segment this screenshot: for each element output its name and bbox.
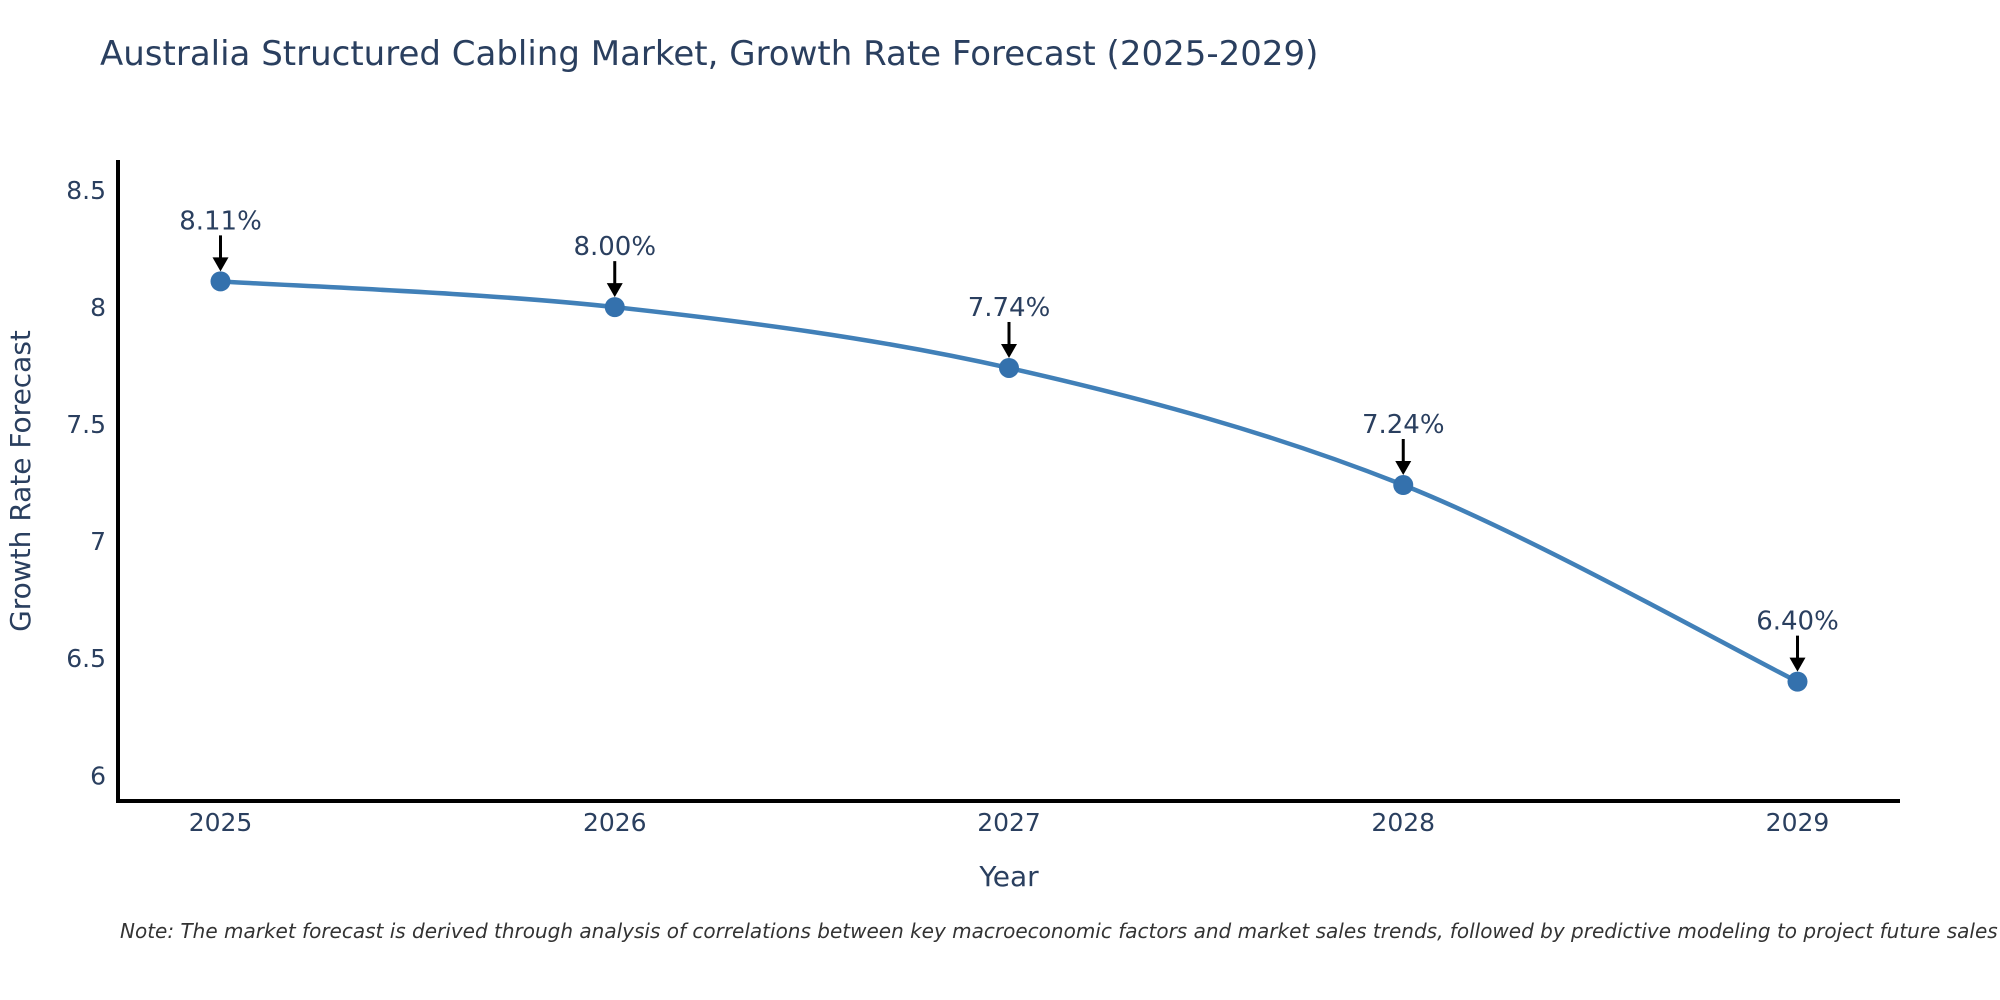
y-tick-label: 6.5 xyxy=(66,644,106,673)
point-annotation: 6.40% xyxy=(1756,607,1839,672)
x-tick-label: 2025 xyxy=(189,808,253,837)
y-tick-label: 7 xyxy=(90,527,106,556)
annotation-arrow-icon xyxy=(1395,461,1412,476)
axis-frame xyxy=(116,160,1900,803)
annotation-value-label: 8.00% xyxy=(573,232,656,262)
chart-footnote: Note: The market forecast is derived thr… xyxy=(120,919,1998,943)
x-tick-label: 2028 xyxy=(1371,808,1435,837)
data-point-marker[interactable] xyxy=(604,297,625,318)
data-point-marker[interactable] xyxy=(999,357,1019,378)
data-point-marker[interactable] xyxy=(1787,671,1808,692)
data-point-marker[interactable] xyxy=(1393,475,1414,496)
annotation-arrow-icon xyxy=(1789,657,1806,672)
x-axis-ticks: 2025 2026 2027 2028 2029 xyxy=(189,808,1830,837)
series-growth-rate xyxy=(210,271,1808,692)
y-axis-ticks: 8.5 8 7.5 7 6.5 6 xyxy=(66,176,106,790)
y-tick-label: 6 xyxy=(90,761,106,790)
annotation-value-label: 7.74% xyxy=(968,293,1051,323)
x-tick-label: 2026 xyxy=(583,808,647,837)
annotation-arrow-icon xyxy=(1001,343,1017,358)
x-tick-label: 2029 xyxy=(1766,808,1830,837)
annotation-value-label: 7.24% xyxy=(1362,410,1445,440)
annotation-arrow-icon xyxy=(606,283,623,298)
y-tick-label: 7.5 xyxy=(66,410,106,439)
y-tick-label: 8.5 xyxy=(66,176,106,205)
annotation-value-label: 8.11% xyxy=(179,206,262,236)
chart-title: Australia Structured Cabling Market, Gro… xyxy=(100,34,1318,74)
annotation-value-label: 6.40% xyxy=(1756,607,1839,637)
y-tick-label: 8 xyxy=(90,293,106,322)
annotation-arrow-icon xyxy=(212,257,229,272)
point-annotation: 7.74% xyxy=(968,293,1051,358)
point-annotations: 8.11% 8.00% 7.74% 7.24% 6.40% xyxy=(179,206,1839,672)
y-axis-title: Growth Rate Forecast xyxy=(4,330,37,632)
point-annotation: 8.00% xyxy=(573,232,656,298)
x-axis-title: Year xyxy=(978,860,1039,893)
x-tick-label: 2027 xyxy=(977,808,1041,837)
point-annotation: 7.24% xyxy=(1362,410,1445,476)
data-point-marker[interactable] xyxy=(210,271,231,292)
point-annotation: 8.11% xyxy=(179,206,262,272)
